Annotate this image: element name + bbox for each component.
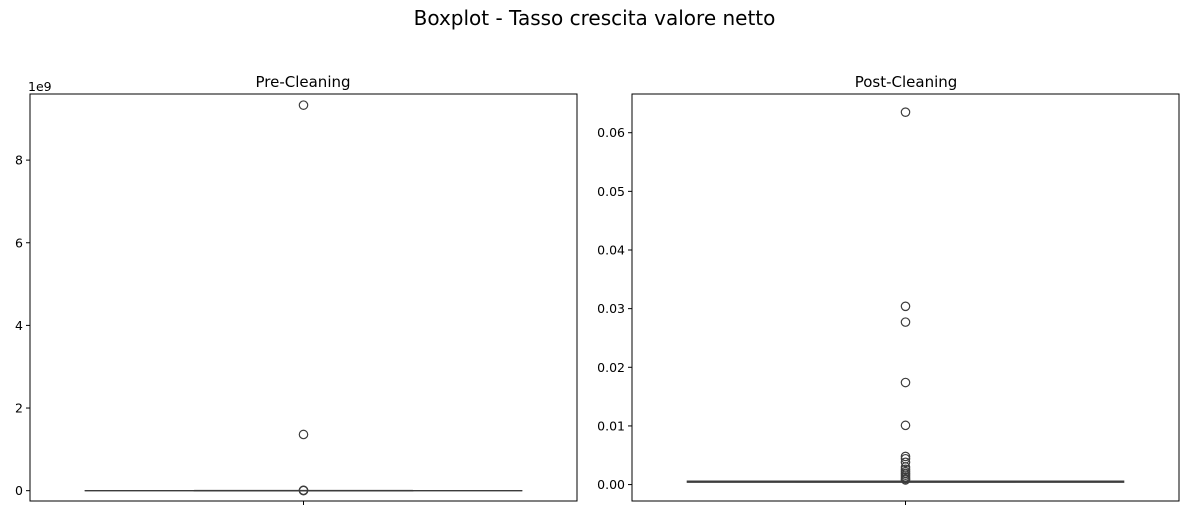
y-tick-label-pre-cleaning: 8	[15, 153, 23, 168]
y-tick-label-post-cleaning: 0.00	[597, 477, 625, 492]
y-tick-label-post-cleaning: 0.01	[597, 418, 625, 433]
outlier-point-pre-cleaning	[298, 429, 309, 440]
plot-frame-post-cleaning	[631, 93, 1180, 502]
outlier-point-post-cleaning	[900, 457, 911, 468]
y-tick-label-post-cleaning: 0.05	[597, 184, 625, 199]
y-tick-label-pre-cleaning: 4	[15, 318, 23, 333]
outlier-point-post-cleaning	[900, 107, 911, 117]
figure-title: Boxplot - Tasso crescita valore netto	[414, 6, 776, 30]
outlier-point-post-cleaning	[900, 464, 911, 475]
outlier-point-pre-cleaning	[298, 485, 309, 496]
outlier-point-pre-cleaning	[298, 100, 309, 110]
y-tick-label-post-cleaning: 0.02	[597, 360, 625, 375]
chart-post-cleaning: Post-Cleaning 0.00 0.01 0.02 0.03 0.04 0.05 0.…	[597, 73, 1180, 505]
plot-frame-pre-cleaning	[29, 93, 578, 502]
y-offset-label-pre-cleaning: 1e9	[28, 79, 52, 94]
y-tick-label-pre-cleaning: 0	[15, 483, 23, 498]
outlier-point-post-cleaning	[900, 420, 911, 431]
outlier-point-post-cleaning	[900, 317, 911, 327]
outlier-point-post-cleaning	[900, 475, 911, 485]
outlier-point-post-cleaning	[900, 451, 911, 462]
outlier-point-post-cleaning	[900, 377, 911, 388]
chart-pre-cleaning: Pre-Cleaning 1e9 0 2 4 6 8	[15, 73, 578, 505]
y-tick-label-post-cleaning: 0.03	[597, 301, 625, 316]
y-tick-label-post-cleaning: 0.06	[597, 125, 625, 140]
outlier-point-post-cleaning	[900, 301, 911, 312]
y-tick-label-pre-cleaning: 2	[15, 401, 23, 416]
chart-title-pre-cleaning: Pre-Cleaning	[255, 73, 350, 91]
y-tick-label-post-cleaning: 0.04	[597, 242, 625, 257]
y-tick-label-pre-cleaning: 6	[15, 235, 23, 250]
chart-title-post-cleaning: Post-Cleaning	[855, 73, 958, 91]
